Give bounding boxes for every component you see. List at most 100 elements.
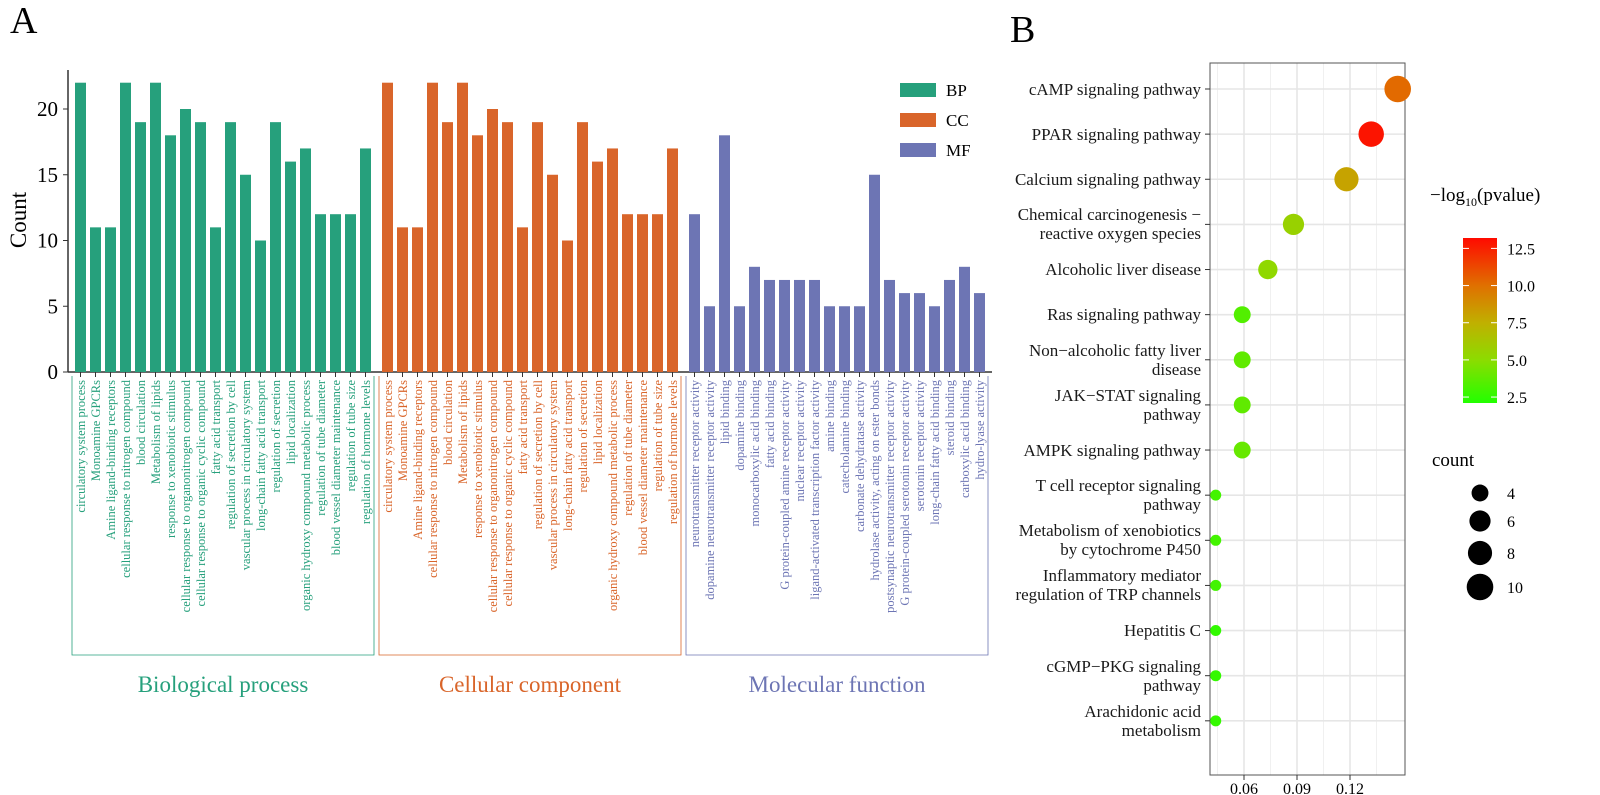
legend-label: BP — [946, 81, 967, 100]
x-tick-label: steroid binding — [943, 379, 957, 455]
bar-bp — [165, 135, 176, 372]
data-point — [1233, 351, 1251, 369]
y-tick-label-box: JAK−STAT signaling pathway — [1054, 385, 1201, 424]
x-tick-label: Amine ligand-binding receptors — [104, 380, 118, 540]
bar-mf — [854, 306, 865, 372]
x-tick-label: carboxylic acid binding — [958, 379, 972, 498]
bar-bp — [315, 214, 326, 372]
bar-mf — [974, 293, 985, 372]
x-tick-label: lipid binding — [718, 379, 732, 444]
y-tick-label: AMPK signaling pathway — [1023, 440, 1201, 460]
x-tick-label: regulation of secretion by cell — [531, 379, 545, 529]
bar-cc — [442, 122, 453, 373]
bar-bp — [210, 227, 221, 372]
x-tick-label: regulation of secretion — [269, 379, 283, 492]
group-bracket-bp — [71, 376, 375, 656]
x-tick-label: 0.09 — [1283, 781, 1311, 795]
y-tick-label-box: Chemical carcinogenesis − reactive oxyge… — [1017, 205, 1201, 244]
y-tick-label: Alcoholic liver disease — [1045, 260, 1201, 280]
colorbar-tick-label: 12.5 — [1507, 241, 1535, 258]
x-tick-label: 0.06 — [1230, 781, 1258, 795]
bar-mf — [914, 293, 925, 372]
y-tick-label: Non−alcoholic fatty liver disease — [1029, 340, 1201, 379]
x-tick-label: circulatory system process — [74, 380, 88, 513]
size-legend-label: 10 — [1507, 580, 1523, 597]
bar-cc — [592, 161, 603, 372]
bar-cc — [397, 227, 408, 372]
data-point — [1334, 167, 1359, 192]
bar-cc — [562, 240, 573, 372]
bar-cc — [652, 214, 663, 372]
x-tick-label: dopamine neurotransmitter receptor activ… — [703, 379, 717, 599]
x-tick-label: hydrolase activity, acting on ester bond… — [868, 380, 882, 581]
bar-bp — [255, 240, 266, 372]
bar-mf — [839, 306, 850, 372]
y-tick-label-box: Calcium signaling pathway — [1014, 169, 1201, 189]
x-tick-label: long-chain fatty acid transport — [561, 379, 575, 531]
x-tick-label: Metabolism of lipids — [149, 380, 163, 484]
bar-cc — [502, 122, 513, 373]
x-tick-label: organic hydroxy compound metabolic proce… — [606, 380, 620, 611]
x-tick-label: vascular process in circulatory system — [239, 380, 253, 570]
data-point — [1210, 715, 1222, 727]
data-point — [1233, 441, 1251, 459]
legend-label: CC — [946, 111, 969, 130]
panel-b-dot-plot: cAMP signaling pathway PPAR signaling pat… — [1014, 62, 1540, 795]
y-tick-label-box: T cell receptor signaling pathway — [1036, 476, 1201, 514]
bar-cc — [637, 214, 648, 372]
x-tick-label: response to xenobiotic stimulus — [164, 380, 178, 538]
bar-bp — [240, 174, 251, 372]
y-tick-label: JAK−STAT signaling pathway — [1054, 385, 1201, 424]
y-tick-label-box: Hepatitis C — [1124, 621, 1201, 640]
size-legend-label: 8 — [1507, 546, 1515, 563]
y-tick-label: 5 — [48, 294, 59, 318]
x-tick-label: hydro-lyase activity — [973, 379, 987, 479]
bar-mf — [689, 214, 700, 372]
bar-mf — [869, 174, 880, 372]
x-tick-label: fatty acid binding — [763, 379, 777, 468]
data-point — [1210, 670, 1222, 682]
bar-mf — [719, 135, 730, 372]
bar-mf — [929, 306, 940, 372]
group-title-mf: Molecular function — [749, 672, 926, 697]
x-tick-label: amine binding — [823, 379, 837, 452]
data-point — [1210, 489, 1222, 501]
colorbar-tick-label: 5.0 — [1507, 353, 1527, 370]
x-tick-label: blood vessel diameter maintenance — [329, 380, 343, 556]
x-tick-label: Metabolism of lipids — [456, 380, 470, 484]
bar-cc — [607, 148, 618, 372]
legend-swatch-bp — [900, 83, 936, 97]
y-tick-label-box: Arachidonic acid metabolism — [1084, 702, 1201, 740]
bar-bp — [270, 122, 281, 373]
x-tick-label: regulation of secretion by cell — [224, 379, 238, 529]
x-tick-label: regulation of tube diameter — [314, 379, 328, 516]
x-tick-label: G protein-coupled serotonin receptor act… — [898, 379, 912, 605]
bar-bp — [180, 109, 191, 372]
y-tick-label: Chemical carcinogenesis − reactive oxyge… — [1017, 205, 1201, 244]
bar-bp — [120, 82, 131, 372]
x-tick-label: lipid localization — [284, 379, 298, 464]
data-point — [1384, 75, 1411, 103]
x-tick-label: regulation of hormone levels — [666, 380, 680, 524]
y-tick-label-box: Alcoholic liver disease — [1045, 260, 1201, 280]
x-tick-label: monocarboxylic acid binding — [748, 379, 762, 526]
colorbar — [1463, 238, 1497, 403]
legend-swatch-mf — [900, 143, 936, 157]
bar-bp — [345, 214, 356, 372]
bar-mf — [884, 279, 895, 372]
x-tick-label: regulation of tube size — [344, 380, 358, 492]
y-tick-label-box: Metabolism of xenobiotics by cytochrome … — [1019, 521, 1201, 559]
x-tick-label: serotonin receptor activity — [913, 379, 927, 511]
data-point — [1233, 396, 1251, 414]
size-legend-label: 6 — [1507, 514, 1515, 531]
data-point — [1282, 213, 1305, 235]
x-tick-label: response to xenobiotic stimulus — [471, 380, 485, 538]
x-tick-label: regulation of hormone levels — [359, 380, 373, 524]
bar-bp — [360, 148, 371, 372]
x-tick-label: blood circulation — [134, 379, 148, 465]
bar-mf — [959, 266, 970, 372]
y-tick-label: Calcium signaling pathway — [1014, 169, 1201, 189]
bar-mf — [704, 306, 715, 372]
y-tick-label: PPAR signaling pathway — [1031, 124, 1201, 144]
